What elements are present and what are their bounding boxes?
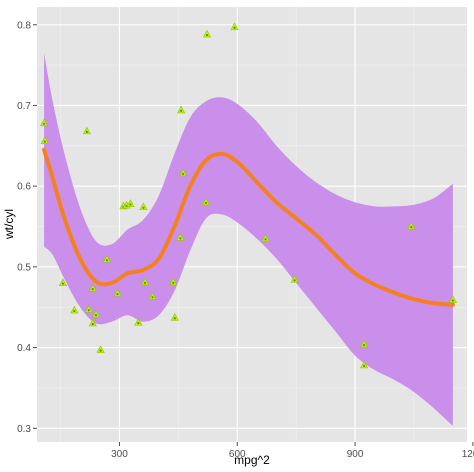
data-point-center — [99, 349, 102, 352]
data-point — [202, 29, 212, 38]
data-point-center — [85, 130, 88, 133]
data-point — [70, 305, 79, 314]
data-point-center — [363, 343, 366, 347]
data-point — [88, 318, 97, 327]
data-point-center — [129, 203, 132, 206]
y-tick-label: 0.7 — [17, 101, 31, 112]
y-axis-title: wt/cyl — [2, 209, 16, 240]
data-points — [39, 22, 457, 369]
data-point-center — [137, 322, 140, 325]
data-point — [178, 168, 188, 177]
data-point-center — [410, 226, 413, 229]
data-point — [176, 233, 185, 241]
data-point — [40, 136, 49, 144]
data-point — [134, 317, 143, 326]
data-point — [102, 254, 112, 263]
data-point-center — [94, 313, 98, 317]
data-point-center — [264, 238, 267, 241]
data-point — [407, 221, 416, 230]
x-tick-label: 900 — [347, 449, 364, 460]
data-point — [148, 292, 157, 300]
data-point-center — [61, 282, 65, 285]
data-point — [88, 284, 97, 292]
data-point — [58, 278, 68, 286]
data-point — [96, 345, 105, 353]
x-tick-label: 1200 — [462, 449, 474, 460]
data-point — [39, 118, 49, 127]
data-point — [230, 22, 239, 31]
data-point — [360, 339, 369, 348]
x-tick-label: 300 — [111, 449, 128, 460]
confidence-band — [44, 53, 453, 426]
data-point — [448, 295, 457, 303]
data-point-center — [293, 279, 296, 282]
y-tick-label: 0.6 — [17, 182, 31, 193]
data-point — [126, 199, 135, 207]
data-point-center — [179, 237, 182, 240]
data-point-center — [91, 322, 94, 326]
data-point-center — [451, 299, 454, 302]
data-point — [113, 288, 122, 297]
data-point-center — [181, 172, 185, 175]
data-point — [91, 309, 101, 318]
data-point — [140, 277, 150, 286]
data-point — [360, 360, 369, 369]
data-point-center — [173, 317, 176, 320]
grid-major — [37, 7, 467, 442]
y-tick-label: 0.5 — [17, 262, 31, 273]
data-point-center — [172, 281, 175, 284]
data-point-center — [116, 293, 119, 296]
data-point-center — [142, 206, 145, 209]
data-point-center — [363, 364, 366, 368]
y-axis: 0.3 0.4 0.5 0.6 0.7 0.8 — [17, 20, 37, 435]
data-point-center — [87, 309, 90, 312]
data-point — [170, 313, 179, 321]
data-point-center — [151, 296, 154, 299]
data-point — [139, 202, 148, 211]
data-point-center — [233, 26, 236, 29]
data-point-center — [205, 33, 209, 37]
data-point — [169, 277, 178, 286]
data-point — [290, 275, 299, 283]
x-axis-title: mpg^2 — [234, 453, 270, 467]
y-tick-label: 0.8 — [17, 20, 31, 31]
data-point-center — [73, 309, 76, 313]
data-point-center — [204, 201, 207, 205]
data-point-center — [42, 122, 46, 125]
x-axis: 300 600 900 1200 — [111, 442, 474, 460]
data-point-center — [105, 259, 108, 262]
data-point — [261, 233, 270, 242]
data-point-center — [180, 109, 183, 113]
x-tick-label: 600 — [229, 449, 246, 460]
data-point-center — [43, 140, 46, 143]
data-point-center — [91, 288, 94, 291]
data-point — [201, 197, 210, 206]
y-tick-label: 0.4 — [17, 343, 31, 354]
data-point — [84, 305, 93, 313]
data-point — [82, 126, 91, 135]
data-point — [177, 105, 186, 114]
y-tick-label: 0.3 — [17, 424, 31, 435]
data-point-center — [143, 281, 147, 284]
smooth-line — [42, 147, 455, 307]
